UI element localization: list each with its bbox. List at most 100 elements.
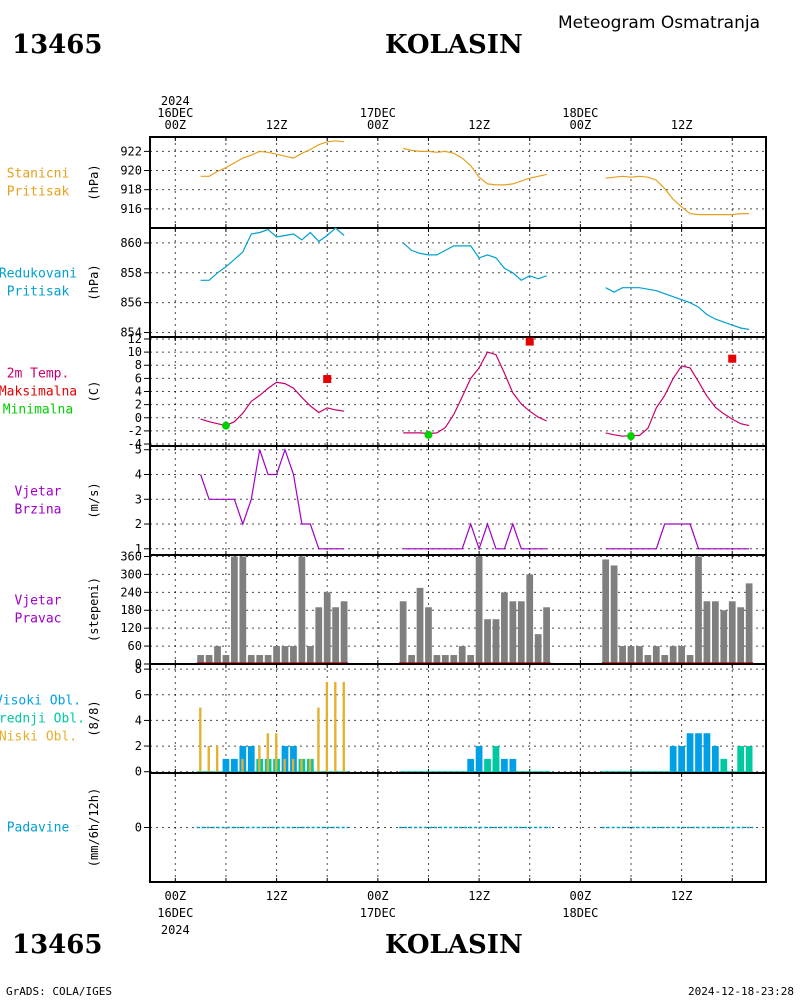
bottom-time-label: 00Z	[367, 889, 389, 903]
wind-direction-bar	[197, 655, 205, 664]
station_pressure-series-line	[605, 175, 750, 216]
cloud-bar	[475, 746, 483, 772]
top-time-label: 12Z	[671, 118, 693, 132]
y-tick-label: 858	[120, 266, 142, 280]
bottom-time-label: 16DEC	[157, 906, 193, 920]
y-tick-label: 1	[135, 542, 142, 556]
cloud-bar	[492, 746, 500, 772]
panel-label: Vjetar	[15, 485, 62, 500]
cloud-bar	[501, 758, 508, 772]
station_pressure-series-line	[200, 140, 345, 177]
y-tick-label: 6	[135, 688, 142, 702]
wind-direction-bar	[745, 583, 753, 664]
wind-direction-bar	[425, 607, 432, 664]
wind-direction-bar	[602, 559, 610, 664]
y-tick-label: 8	[135, 662, 142, 676]
temperature-series-line	[403, 351, 547, 435]
wind-direction-bar	[627, 646, 635, 664]
panel-label: Minimalna	[3, 403, 73, 418]
station-id-top: 13465	[12, 30, 103, 60]
panel-label: Pritisak	[7, 185, 70, 200]
wind-direction-bar	[323, 592, 331, 664]
grads-credit: GrADS: COLA/IGES	[6, 985, 112, 998]
panel-label: Brzina	[15, 503, 62, 518]
y-axis-unit: (hPa)	[87, 164, 101, 200]
wind-direction-bar	[669, 646, 677, 664]
wind-direction-bar	[264, 655, 272, 664]
cloud-bar	[686, 733, 694, 772]
wind-direction-bar	[534, 634, 542, 664]
station-name-bottom: KOLASIN	[385, 930, 523, 960]
y-tick-label: 860	[120, 236, 142, 250]
panel-label: Vjetar	[15, 594, 62, 609]
cloud-bar	[199, 707, 202, 772]
cloud-bar	[215, 746, 219, 772]
cloud-bar	[291, 758, 295, 772]
y-tick-label: 0	[135, 657, 142, 671]
tmin-marker	[424, 430, 433, 439]
cloud-bar	[308, 758, 312, 772]
cloud-bar	[247, 746, 255, 772]
cloud-bar	[334, 681, 337, 772]
panel-frame-reduced_pressure	[149, 227, 767, 338]
wind-direction-bar	[695, 556, 702, 664]
y-axis-unit: (hPa)	[87, 264, 101, 300]
station-id-bottom: 13465	[12, 930, 103, 960]
wind-direction-bar	[290, 646, 297, 664]
y-axis-unit: (C)	[87, 381, 101, 403]
top-time-label: 18DEC	[562, 106, 598, 120]
top-time-label: 16DEC	[157, 106, 193, 120]
y-axis-unit: (8/8)	[87, 700, 101, 736]
cloud-bar	[720, 758, 728, 772]
y-tick-label: 854	[120, 326, 142, 340]
station_pressure-series-line	[403, 147, 547, 186]
y-tick-label: 12	[128, 332, 142, 346]
wind-direction-bar	[711, 601, 719, 664]
y-tick-label: 10	[128, 345, 142, 359]
y-tick-label: 918	[120, 183, 142, 197]
wind-direction-bar	[636, 646, 643, 664]
wind-direction-bar	[467, 655, 475, 664]
reduced_pressure-series-line	[200, 227, 345, 281]
top-time-label: 2024	[161, 94, 190, 108]
cloud-bar	[745, 746, 753, 772]
panel-label: 2m Temp.	[7, 367, 70, 382]
y-tick-label: 5	[135, 443, 142, 457]
y-tick-label: 4	[135, 385, 142, 399]
wind-direction-bar	[247, 655, 255, 664]
temperature-series-line	[200, 381, 345, 427]
panel-label: Pritisak	[7, 285, 70, 300]
wind_speed-series-line	[403, 522, 547, 551]
y-tick-label: 920	[120, 164, 142, 178]
panel-label: Redukovani	[0, 267, 77, 282]
wind-direction-bar	[619, 646, 626, 664]
panel-label: Visoki Obl.	[0, 694, 81, 709]
generation-timestamp: 2024-12-18-23:28	[688, 985, 794, 998]
cloud-bar	[325, 681, 329, 772]
cloud-bar	[266, 733, 269, 772]
panel-label: Maksimalna	[0, 385, 77, 400]
wind-direction-bar	[222, 655, 230, 664]
wind-direction-bar	[298, 556, 306, 664]
wind-direction-bar	[720, 610, 728, 664]
y-tick-label: 180	[120, 603, 142, 617]
wind-direction-bar	[340, 601, 348, 664]
y-tick-label: 922	[120, 144, 142, 158]
wind-direction-bar	[399, 601, 407, 664]
cloud-bar	[222, 758, 230, 772]
y-tick-label: 360	[120, 549, 142, 563]
top-time-label: 00Z	[164, 118, 186, 132]
y-tick-label: 916	[120, 202, 142, 216]
y-tick-label: -4	[128, 437, 142, 451]
y-axis-unit: (m/s)	[87, 482, 101, 518]
y-tick-label: 0	[135, 821, 142, 835]
cloud-bar	[737, 746, 745, 772]
panel-label: Pravac	[15, 612, 62, 627]
wind-direction-bar	[484, 619, 491, 664]
y-tick-label: 4	[135, 713, 142, 727]
wind-direction-bar	[509, 601, 517, 664]
wind_speed-series-line	[200, 447, 345, 550]
wind-direction-bar	[737, 607, 745, 664]
y-tick-label: 0	[135, 411, 142, 425]
cloud-bar	[342, 681, 345, 772]
